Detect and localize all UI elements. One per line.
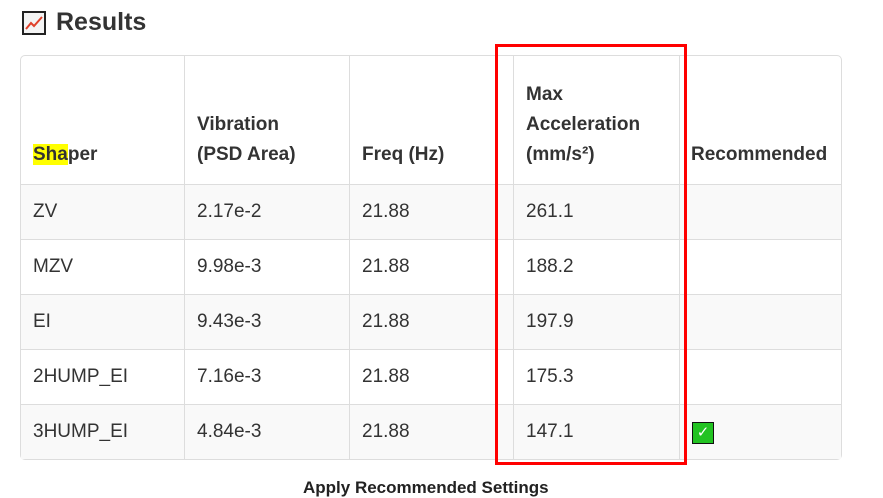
cell-accel: 188.2 [513, 239, 679, 294]
cell-freq: 21.88 [349, 404, 513, 459]
apply-recommended-button[interactable]: Apply Recommended Settings [303, 478, 549, 497]
header-vibration: Vibration (PSD Area) [184, 56, 349, 184]
cell-freq: 21.88 [349, 184, 513, 239]
cell-shaper: 3HUMP_EI [21, 404, 184, 459]
cell-freq: 21.88 [349, 239, 513, 294]
cell-recommended: ✓ [679, 404, 841, 459]
cell-accel: 197.9 [513, 294, 679, 349]
cell-vibration: 7.16e-3 [184, 349, 349, 404]
table-row: 2HUMP_EI 7.16e-3 21.88 175.3 [21, 349, 841, 404]
cell-accel: 147.1 [513, 404, 679, 459]
header-max-accel: Max Acceleration (mm/s²) [513, 56, 679, 184]
page-title: Results [56, 8, 147, 36]
cell-shaper: 2HUMP_EI [21, 349, 184, 404]
cell-vibration: 9.98e-3 [184, 239, 349, 294]
cell-shaper: EI [21, 294, 184, 349]
annotation-highlight-box [495, 44, 687, 465]
cell-vibration: 9.43e-3 [184, 294, 349, 349]
table-row: 3HUMP_EI 4.84e-3 21.88 147.1 ✓ [21, 404, 841, 459]
results-table: Shaper Vibration (PSD Area) Freq (Hz) Max… [20, 55, 842, 460]
cell-recommended [679, 294, 841, 349]
header-freq: Freq (Hz) [349, 56, 513, 184]
header-recommended: Recommended [679, 56, 841, 184]
cell-recommended [679, 349, 841, 404]
cell-shaper: MZV [21, 239, 184, 294]
table-row: MZV 9.98e-3 21.88 188.2 [21, 239, 841, 294]
cell-recommended [679, 184, 841, 239]
cell-accel: 175.3 [513, 349, 679, 404]
table-row: EI 9.43e-3 21.88 197.9 [21, 294, 841, 349]
results-heading: Results [22, 8, 146, 37]
cell-accel: 261.1 [513, 184, 679, 239]
cell-recommended [679, 239, 841, 294]
table-row: ZV 2.17e-2 21.88 261.1 [21, 184, 841, 239]
cell-shaper: ZV [21, 184, 184, 239]
chart-increasing-icon [22, 10, 46, 35]
cell-vibration: 4.84e-3 [184, 404, 349, 459]
header-shaper: Shaper [33, 144, 98, 165]
cell-vibration: 2.17e-2 [184, 184, 349, 239]
check-mark-icon: ✓ [692, 421, 714, 444]
cell-freq: 21.88 [349, 294, 513, 349]
cell-freq: 21.88 [349, 349, 513, 404]
